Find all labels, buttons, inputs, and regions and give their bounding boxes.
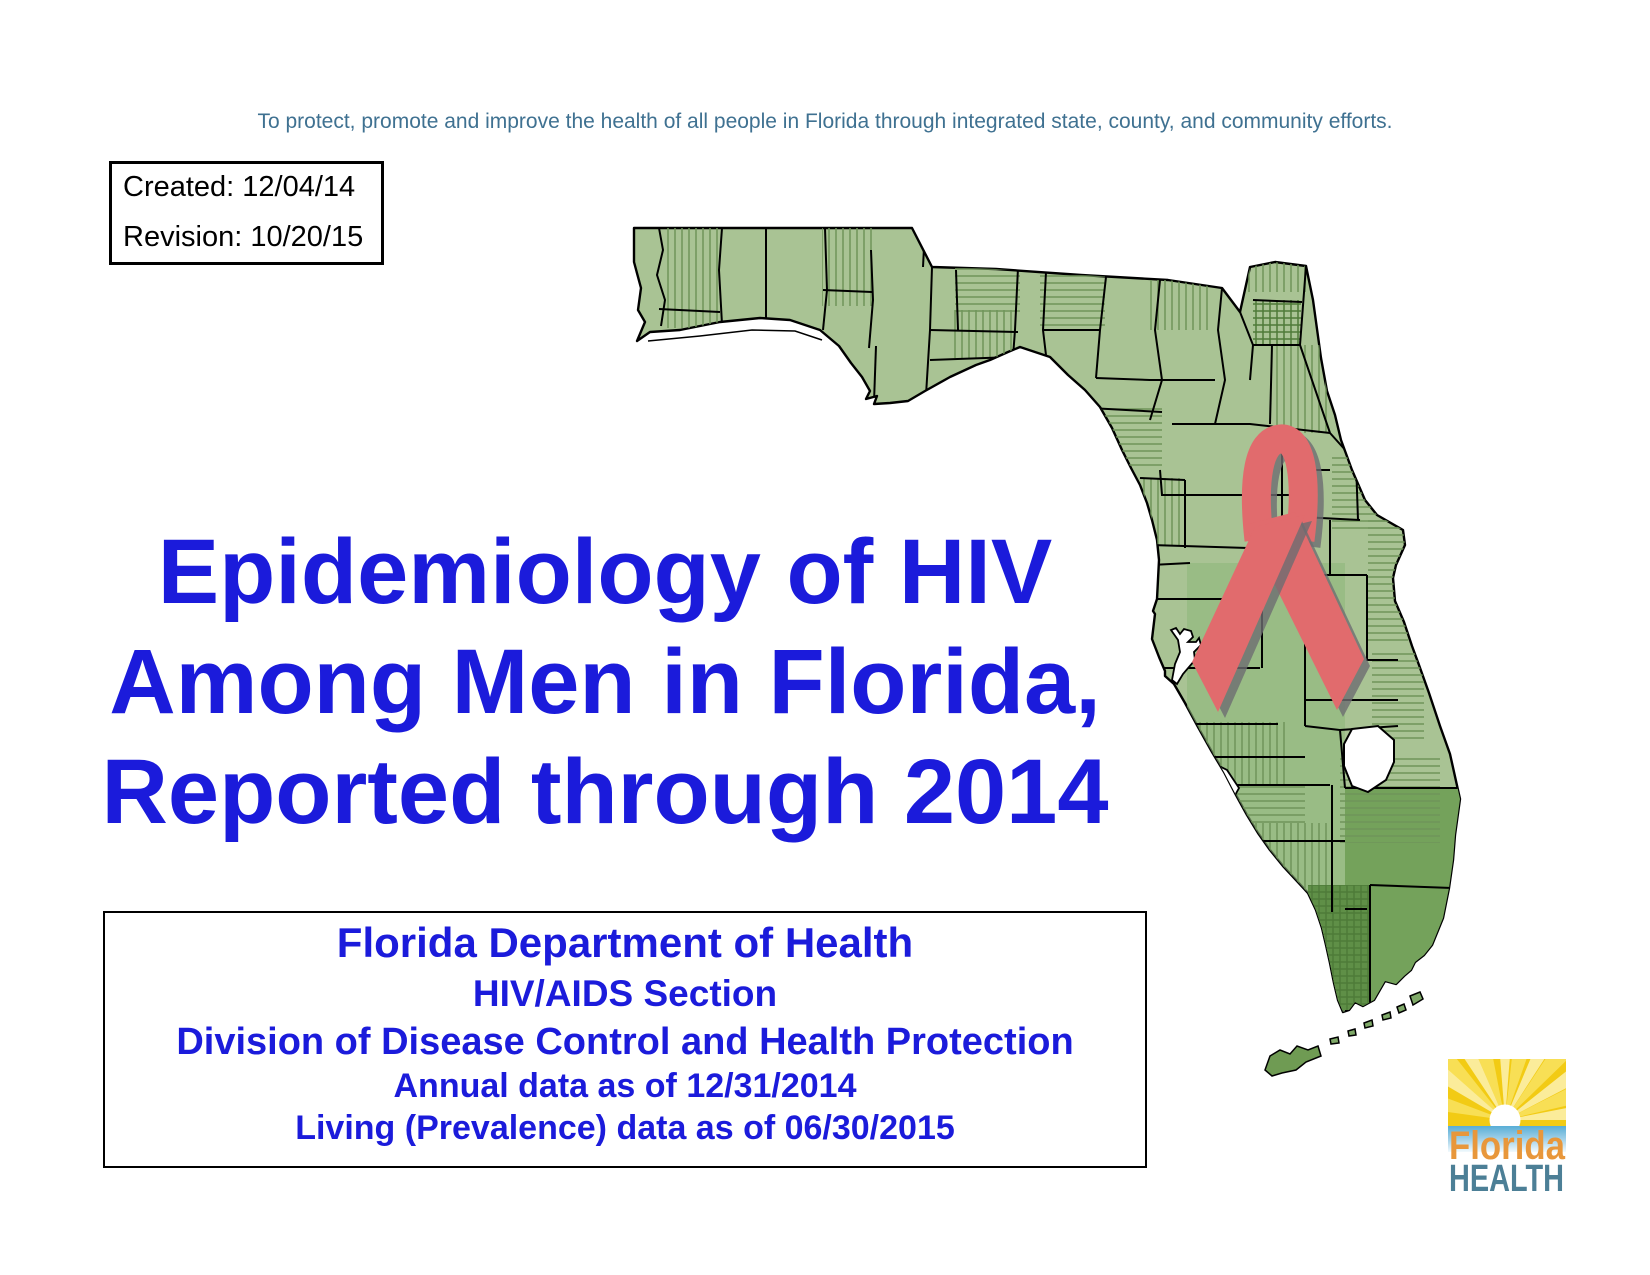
svg-text:HEALTH: HEALTH (1449, 1158, 1564, 1200)
svg-text:Florida: Florida (1449, 1124, 1566, 1168)
